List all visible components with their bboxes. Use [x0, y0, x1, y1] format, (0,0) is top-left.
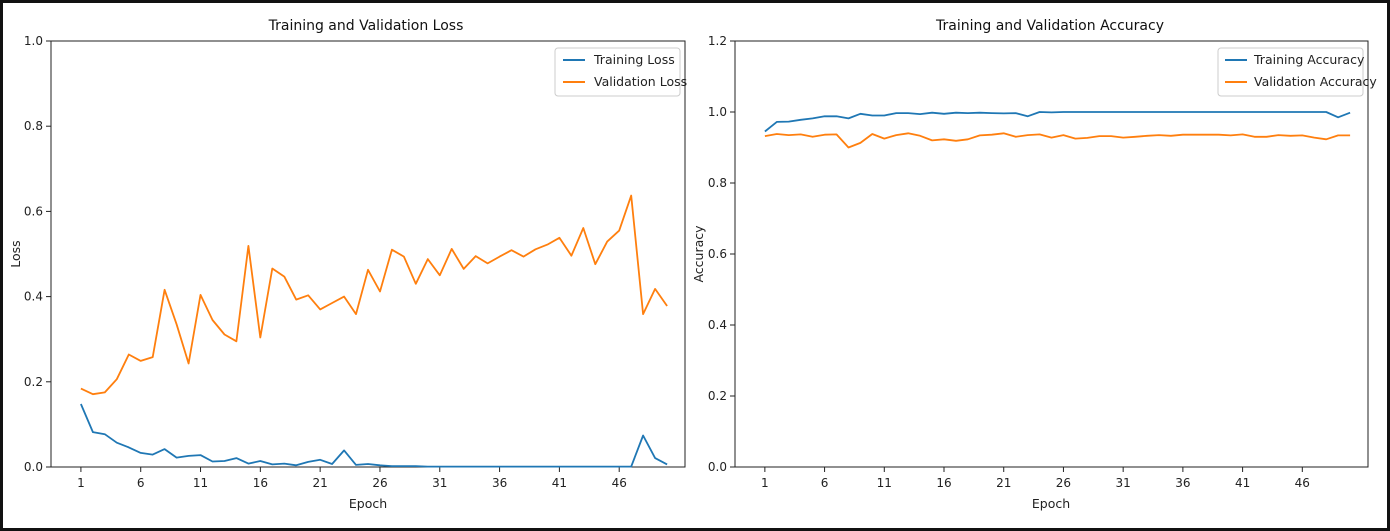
loss-y-axis: 0.0 0.2 0.4 0.6 0.8 1.0: [24, 34, 51, 474]
loss-x-tick-label: 16: [253, 476, 268, 490]
accuracy-legend-box: [1217, 47, 1364, 97]
accuracy-y-tick-label: 0.8: [708, 176, 727, 190]
loss-legend-training-label: Training Loss: [593, 52, 675, 67]
loss-validation-series-line: [80, 194, 668, 396]
accuracy-plot-area: [734, 40, 1369, 468]
loss-y-tick-label: 0.6: [24, 204, 43, 218]
accuracy-y-tick-label: 1.2: [708, 34, 727, 48]
loss-legend: Training Loss Validation Loss: [554, 47, 687, 97]
accuracy-y-tick-label: 1.0: [708, 105, 727, 119]
loss-y-tick-label: 0.8: [24, 119, 43, 133]
loss-x-tick-label: 11: [193, 476, 208, 490]
accuracy-x-tick-label: 36: [1175, 476, 1190, 490]
accuracy-y-tick-label: 0.6: [708, 247, 727, 261]
loss-legend-box: [554, 47, 681, 97]
loss-chart: Training and Validation Loss 0.00.20.40.…: [8, 18, 687, 511]
accuracy-x-tick-label: 16: [936, 476, 951, 490]
loss-x-tick-label: 31: [432, 476, 447, 490]
accuracy-x-axis-label: Epoch: [1032, 496, 1070, 511]
accuracy-legend: Training Accuracy Validation Accuracy: [1217, 47, 1377, 97]
loss-y-tick-label: 0.2: [24, 375, 43, 389]
loss-chart-title: Training and Validation Loss: [268, 18, 464, 34]
loss-x-tick-label: 36: [492, 476, 507, 490]
loss-x-tick-label: 6: [137, 476, 145, 490]
loss-y-tick-label: 0.0: [24, 460, 43, 474]
accuracy-series-lines: [764, 111, 1351, 149]
loss-x-axis: 1 6 11 16 21 26 31 36 41 46: [77, 467, 627, 490]
accuracy-y-tick-label: 0.2: [708, 389, 727, 403]
loss-y-axis-label: Loss: [8, 240, 23, 267]
loss-y-tick-label: 1.0: [24, 34, 43, 48]
accuracy-y-axis: 0.0 0.2 0.4 0.6 0.8 1.0 1.2: [708, 34, 735, 474]
accuracy-y-tick-label: 0.4: [708, 318, 727, 332]
accuracy-legend-training-label: Training Accuracy: [1253, 52, 1365, 67]
accuracy-x-axis: 1 6 11 16 21 26 31 36 41 46: [761, 467, 1310, 490]
loss-series-lines: [80, 194, 668, 468]
loss-x-tick-label: 46: [612, 476, 627, 490]
accuracy-x-tick-label: 26: [1056, 476, 1071, 490]
accuracy-chart: Training and Validation Accuracy 0.00.20…: [691, 18, 1377, 511]
accuracy-validation-series-line: [764, 132, 1351, 149]
accuracy-x-tick-label: 31: [1116, 476, 1131, 490]
accuracy-y-axis-label: Accuracy: [691, 225, 706, 283]
loss-y-tick-label: 0.4: [24, 290, 43, 304]
accuracy-legend-validation-label: Validation Accuracy: [1254, 74, 1377, 89]
accuracy-x-tick-label: 6: [821, 476, 829, 490]
loss-training-series-line: [80, 403, 668, 468]
accuracy-x-tick-label: 41: [1235, 476, 1250, 490]
accuracy-training-series-line: [764, 111, 1351, 133]
accuracy-x-tick-label: 46: [1295, 476, 1310, 490]
loss-x-axis-label: Epoch: [349, 496, 387, 511]
loss-x-tick-label: 26: [372, 476, 387, 490]
loss-x-tick-label: 21: [313, 476, 328, 490]
accuracy-x-tick-label: 1: [761, 476, 769, 490]
accuracy-x-tick-label: 11: [877, 476, 892, 490]
loss-plot-area: [50, 40, 686, 468]
loss-legend-validation-label: Validation Loss: [594, 74, 687, 89]
loss-x-tick-label: 1: [77, 476, 85, 490]
loss-x-tick-label: 41: [552, 476, 567, 490]
accuracy-y-tick-label: 0.0: [708, 460, 727, 474]
accuracy-x-tick-label: 21: [996, 476, 1011, 490]
accuracy-chart-title: Training and Validation Accuracy: [935, 18, 1164, 34]
